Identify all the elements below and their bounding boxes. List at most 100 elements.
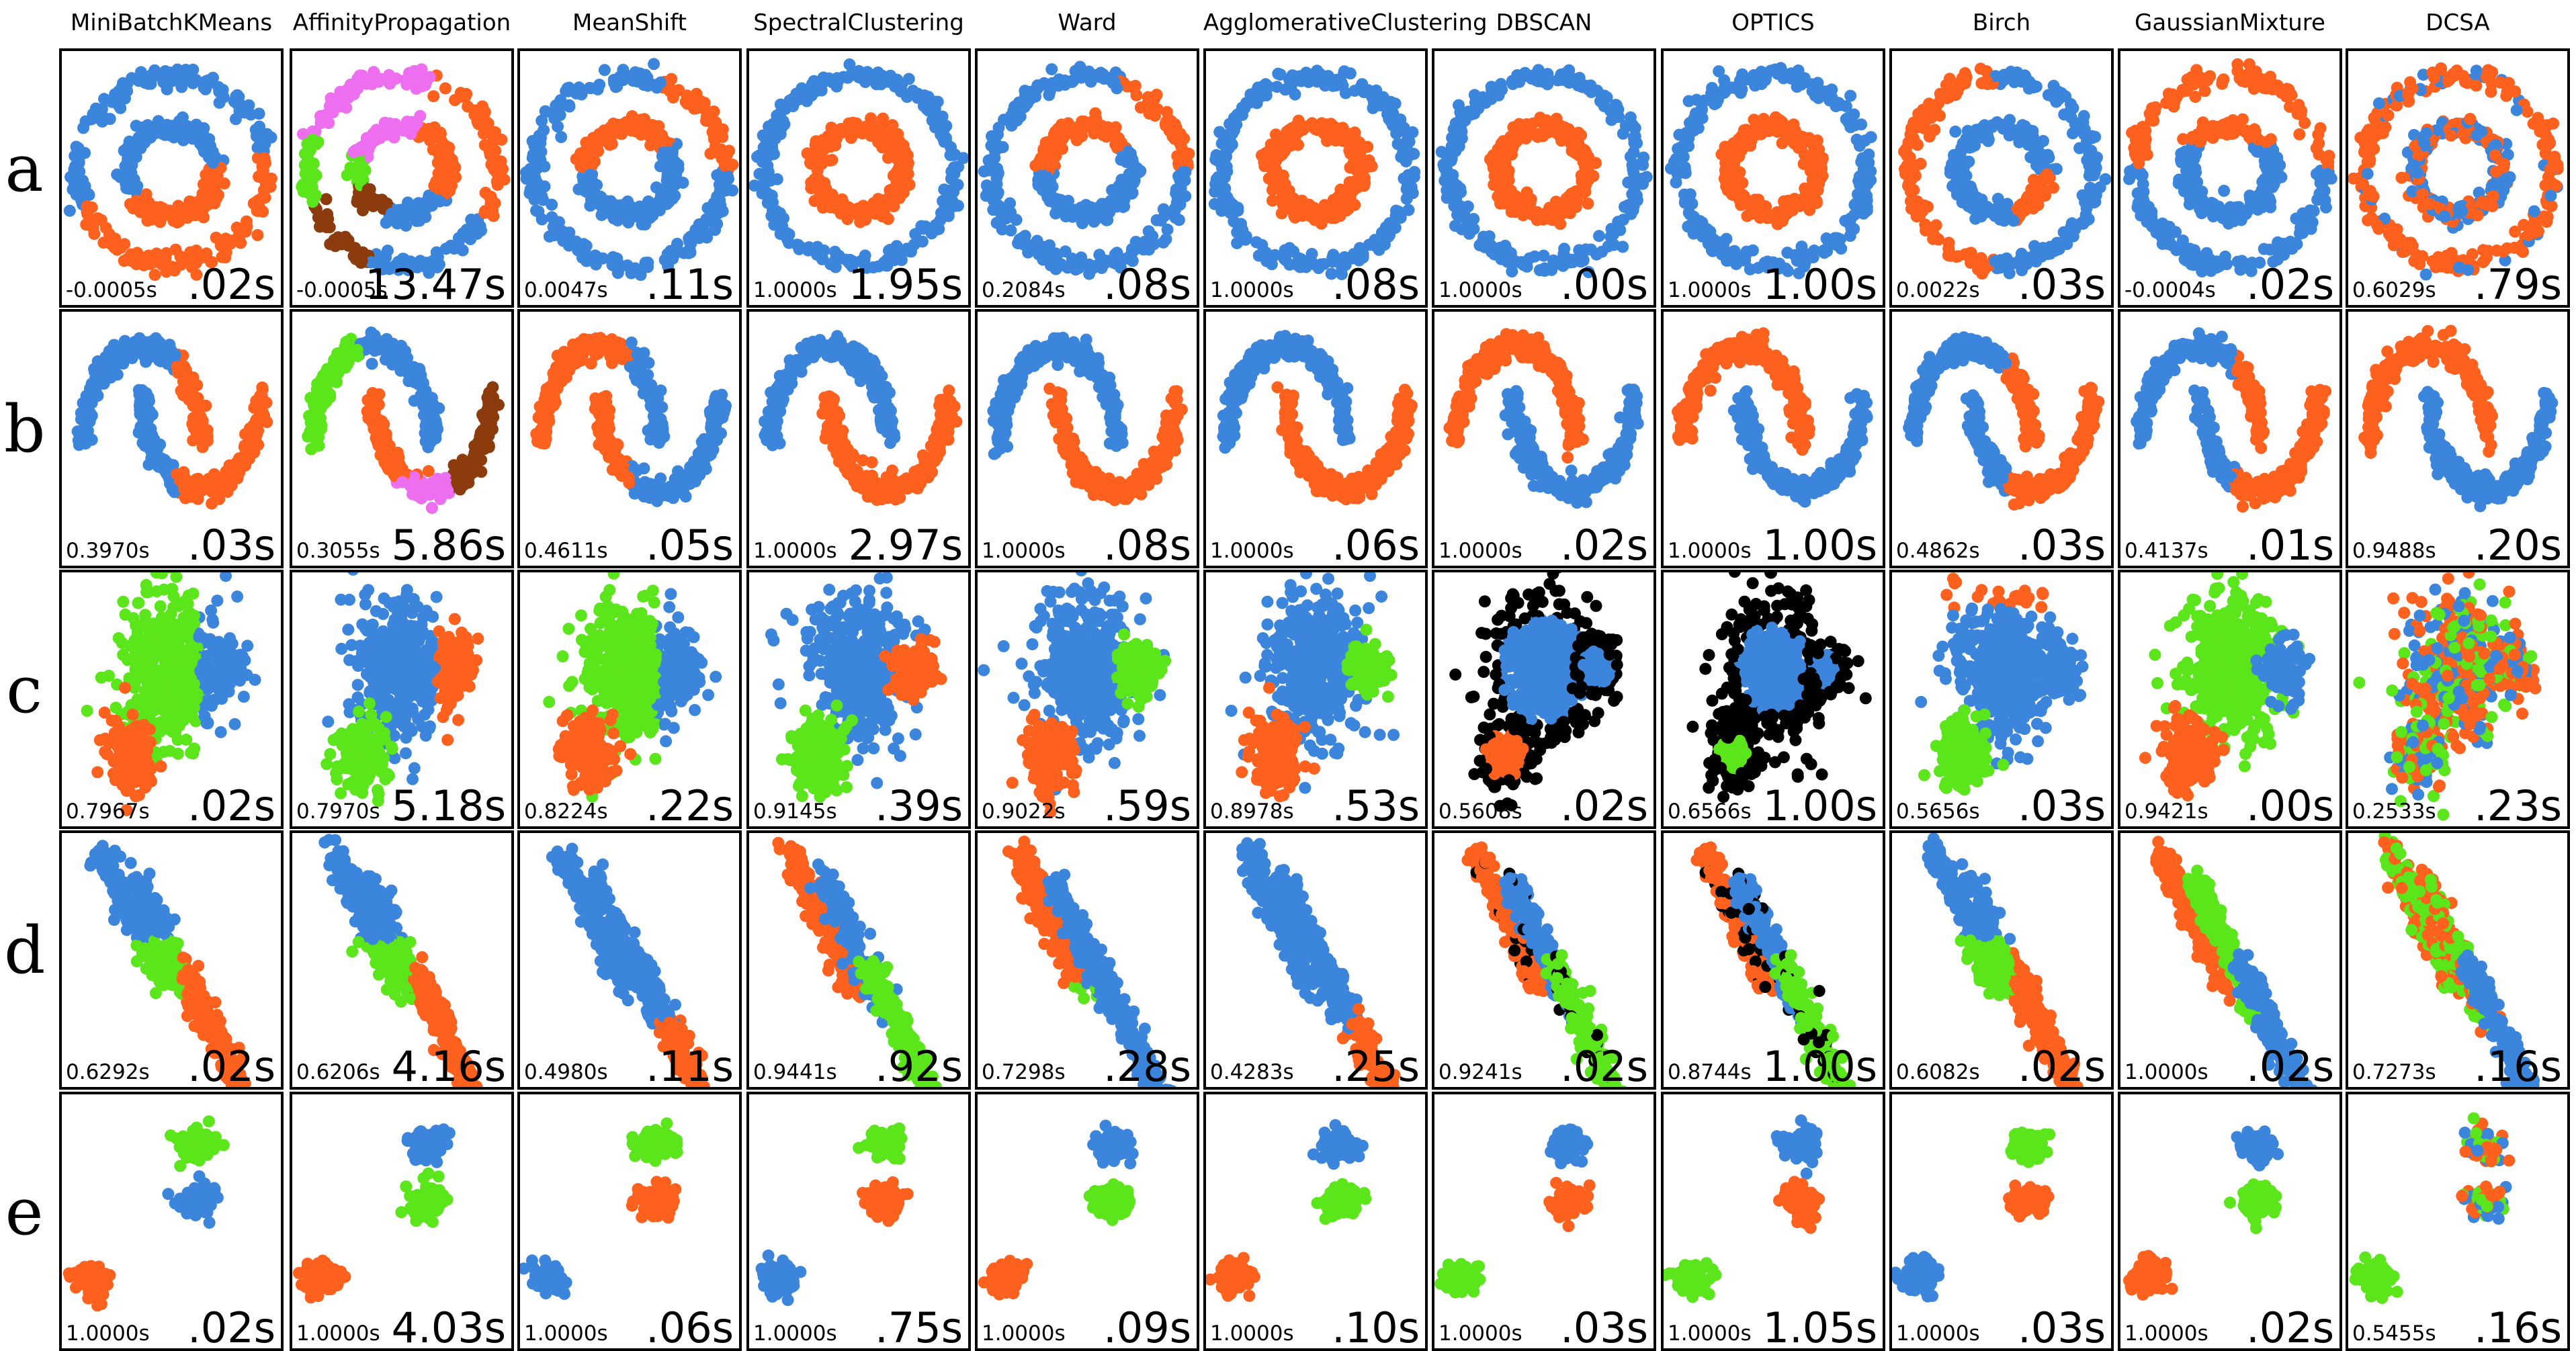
data-point: [895, 254, 908, 267]
data-point: [1578, 161, 1591, 173]
data-point: [992, 142, 1004, 155]
data-point: [142, 126, 155, 139]
data-point: [1035, 179, 1047, 191]
data-point: [948, 161, 960, 174]
score-label: 1.0000s: [1210, 278, 1294, 302]
scatter-plot: [2123, 58, 2337, 277]
time-label: .08s: [1103, 260, 1191, 305]
column-title: SpectralClustering: [746, 9, 971, 43]
scatter-panel: 1.0000s 1.00s: [1661, 48, 1885, 308]
data-point: [1324, 118, 1337, 130]
data-point: [556, 225, 568, 238]
data-point: [1795, 241, 1808, 253]
data-point: [2024, 134, 2036, 147]
data-point: [841, 71, 854, 84]
data-point: [1171, 195, 1184, 208]
data-point: [2245, 257, 2258, 269]
data-point: [1320, 126, 1332, 139]
data-point: [758, 187, 771, 200]
data-point: [626, 110, 638, 122]
data-point: [1232, 220, 1245, 233]
data-point: [120, 182, 133, 195]
data-point: [113, 85, 126, 97]
column-title: AffinityPropagation: [290, 9, 514, 43]
data-point: [220, 246, 232, 259]
data-point: [431, 251, 444, 263]
data-point: [1095, 261, 1108, 274]
data-point: [2089, 195, 2102, 208]
data-point: [1097, 72, 1110, 85]
data-point: [1004, 224, 1017, 236]
data-point: [1538, 124, 1551, 137]
data-point: [1091, 202, 1104, 214]
data-point: [828, 245, 841, 258]
data-point: [373, 131, 386, 144]
data-point: [1108, 75, 1121, 88]
scatter-panel: -0.0005s .02s: [59, 48, 284, 308]
data-point: [894, 77, 906, 90]
data-point: [1445, 148, 1458, 161]
data-point: [200, 75, 213, 87]
data-point: [1807, 251, 1819, 264]
data-point: [1109, 66, 1122, 79]
data-point: [351, 192, 364, 205]
data-point: [992, 167, 1004, 180]
data-point: [1624, 111, 1637, 124]
data-point: [114, 101, 127, 114]
data-point: [1727, 137, 1740, 150]
column-title: AgglomerativeClustering: [1203, 9, 1488, 43]
data-point: [836, 126, 849, 138]
data-point: [385, 207, 398, 220]
data-point: [803, 241, 816, 254]
data-point: [1903, 155, 1916, 167]
data-point: [1286, 245, 1299, 257]
data-point: [590, 258, 602, 271]
data-point: [1220, 140, 1233, 152]
data-point: [205, 166, 218, 179]
data-point: [1012, 237, 1025, 250]
data-point: [634, 118, 647, 130]
data-point: [1266, 194, 1279, 207]
data-point: [2167, 100, 2180, 113]
data-point: [1402, 204, 1415, 216]
data-point: [664, 146, 677, 159]
data-point: [764, 198, 777, 210]
scatter-plot: [63, 63, 277, 281]
data-point: [2089, 187, 2102, 200]
data-point: [2085, 130, 2098, 143]
data-point: [124, 198, 136, 210]
data-point: [1523, 252, 1536, 265]
time-label: .08s: [1332, 260, 1420, 305]
data-point: [1924, 222, 1936, 235]
data-point: [2065, 103, 2077, 116]
data-point: [353, 248, 366, 261]
data-point: [1158, 210, 1171, 222]
data-point: [2162, 87, 2175, 100]
data-point: [2047, 91, 2060, 103]
data-point: [1362, 84, 1375, 97]
data-point: [485, 158, 498, 171]
data-point: [2156, 238, 2169, 250]
data-point: [1148, 238, 1160, 251]
data-point: [792, 238, 804, 251]
data-point: [1705, 244, 1718, 257]
data-point: [2024, 151, 2037, 163]
data-point: [1258, 160, 1271, 173]
data-point: [1306, 257, 1319, 269]
data-point: [111, 243, 124, 256]
data-point: [1213, 126, 1226, 138]
data-point: [1122, 154, 1135, 167]
data-point: [1997, 122, 2010, 135]
data-point: [684, 230, 697, 243]
data-point: [1555, 253, 1568, 266]
data-point: [333, 235, 346, 248]
data-point: [1046, 180, 1059, 193]
data-point: [386, 124, 398, 136]
score-label: 1.0000s: [1668, 278, 1752, 302]
data-point: [710, 116, 722, 129]
data-point: [1782, 265, 1795, 277]
data-point: [1031, 79, 1044, 92]
data-point: [538, 124, 550, 136]
data-point: [532, 205, 545, 218]
data-point: [1965, 180, 1977, 193]
